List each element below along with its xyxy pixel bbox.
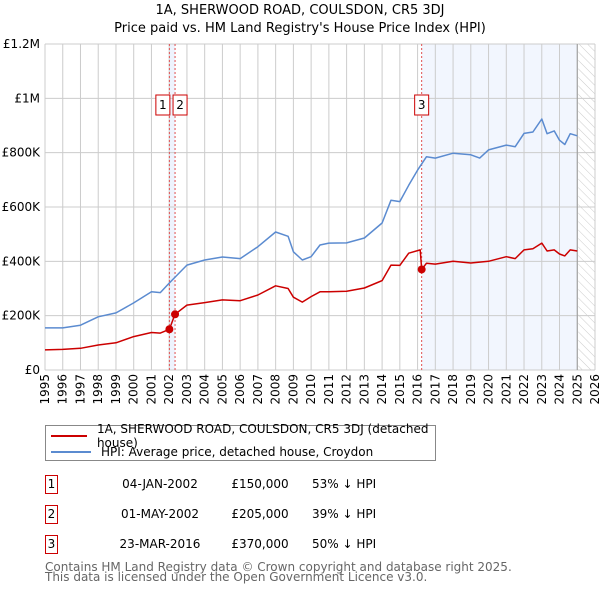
x-tick-label: 2021: [499, 374, 513, 405]
y-tick-label: £800K: [2, 146, 42, 160]
legend-swatch-blue: [51, 451, 91, 453]
table-row: 2 01-MAY-2002 £205,000 39% ↓ HPI: [45, 505, 465, 527]
legend-item-hpi: HPI: Average price, detached house, Croy…: [51, 444, 373, 460]
x-tick-label: 2007: [251, 374, 265, 405]
x-tick-label: 2014: [375, 374, 389, 405]
y-tick-label: £200K: [2, 309, 42, 323]
x-tick-label: 2019: [464, 374, 478, 405]
x-tick-label: 2024: [553, 374, 567, 405]
sale-label-box: 1: [155, 94, 171, 116]
x-tick-label: 2011: [322, 374, 336, 405]
y-tick-label: £1M: [14, 91, 40, 105]
legend-swatch-red: [51, 435, 87, 437]
x-tick-label: 1997: [73, 374, 87, 405]
x-tick-label: 2006: [233, 374, 247, 405]
sale-price: £205,000: [231, 507, 289, 521]
x-tick-label: 1996: [56, 374, 70, 405]
sale-point: [165, 325, 174, 334]
x-tick-label: 2009: [286, 374, 300, 405]
footer-licence: This data is licensed under the Open Gov…: [45, 570, 428, 584]
sale-label-border: [172, 94, 188, 116]
x-tick-label: 2017: [428, 374, 442, 405]
table-row: 1 04-JAN-2002 £150,000 53% ↓ HPI: [45, 475, 465, 497]
x-tick-label: 2005: [215, 374, 229, 405]
x-tick-label: 1999: [109, 374, 123, 405]
y-tick-label: £400K: [2, 254, 42, 268]
sale-date: 01-MAY-2002: [120, 507, 199, 521]
x-tick-label: 2012: [340, 374, 354, 405]
sale-date: 23-MAR-2016: [119, 537, 201, 551]
x-tick-label: 2026: [588, 374, 600, 405]
sale-price: £370,000: [231, 537, 289, 551]
price-paid-line: [44, 242, 578, 351]
legend: 1A, SHERWOOD ROAD, COULSDON, CR5 3DJ (de…: [45, 422, 436, 461]
sale-date: 04-JAN-2002: [122, 477, 198, 491]
x-tick-label: 2018: [446, 374, 460, 405]
x-tick-label: 2015: [393, 374, 407, 405]
y-tick-label: £0: [25, 363, 40, 377]
x-tick-label: 2003: [180, 374, 194, 405]
legend-label: 1A, SHERWOOD ROAD, COULSDON, CR5 3DJ (de…: [96, 422, 429, 450]
sale-label-border: [414, 94, 430, 116]
x-tick-label: 2013: [357, 374, 371, 405]
sale-label-box: 3: [414, 94, 430, 116]
y-tick-label: £1.2M: [3, 37, 40, 51]
y-tick-label: £600K: [2, 200, 42, 214]
sale-hpi-diff: 39% ↓ HPI: [312, 507, 377, 521]
x-tick-label: 2000: [127, 374, 141, 405]
sale-label-number: 3: [418, 98, 426, 112]
legend-label: HPI: Average price, detached house, Croy…: [101, 445, 374, 459]
sale-number-badge: 1: [45, 475, 58, 494]
x-tick-label: 2016: [411, 374, 425, 405]
sale-label-number: 2: [176, 98, 184, 112]
legend-item-property: 1A, SHERWOOD ROAD, COULSDON, CR5 3DJ (de…: [51, 422, 435, 450]
sale-label-border: [155, 94, 171, 116]
x-tick-label: 2001: [144, 374, 158, 405]
sale-hpi-diff: 53% ↓ HPI: [312, 477, 377, 491]
sale-label-box: 2: [172, 94, 188, 116]
sale-point: [171, 310, 180, 319]
footer-copyright: Contains HM Land Registry data © Crown c…: [45, 560, 512, 574]
x-tick-label: 2008: [269, 374, 283, 405]
table-row: 3 23-MAR-2016 £370,000 50% ↓ HPI: [45, 535, 465, 557]
x-tick-label: 2025: [570, 374, 584, 405]
sale-hpi-diff: 50% ↓ HPI: [312, 537, 377, 551]
sale-price: £150,000: [231, 477, 289, 491]
x-tick-label: 2020: [482, 374, 496, 405]
x-tick-label: 2002: [162, 374, 176, 405]
sale-number-badge: 3: [45, 535, 58, 554]
x-tick-label: 1995: [38, 374, 52, 405]
sale-number-badge: 2: [45, 505, 58, 524]
x-tick-label: 2022: [517, 374, 531, 405]
sale-label-number: 1: [159, 98, 167, 112]
x-tick-label: 2023: [535, 374, 549, 405]
chart-title: 1A, SHERWOOD ROAD, COULSDON, CR5 3DJ: [155, 3, 445, 18]
hpi-line: [45, 118, 578, 329]
x-tick-label: 2004: [198, 374, 212, 405]
sale-point: [417, 265, 426, 274]
x-tick-label: 1998: [91, 374, 105, 405]
chart-subtitle: Price paid vs. HM Land Registry's House …: [114, 21, 486, 36]
x-tick-label: 2010: [304, 374, 318, 405]
